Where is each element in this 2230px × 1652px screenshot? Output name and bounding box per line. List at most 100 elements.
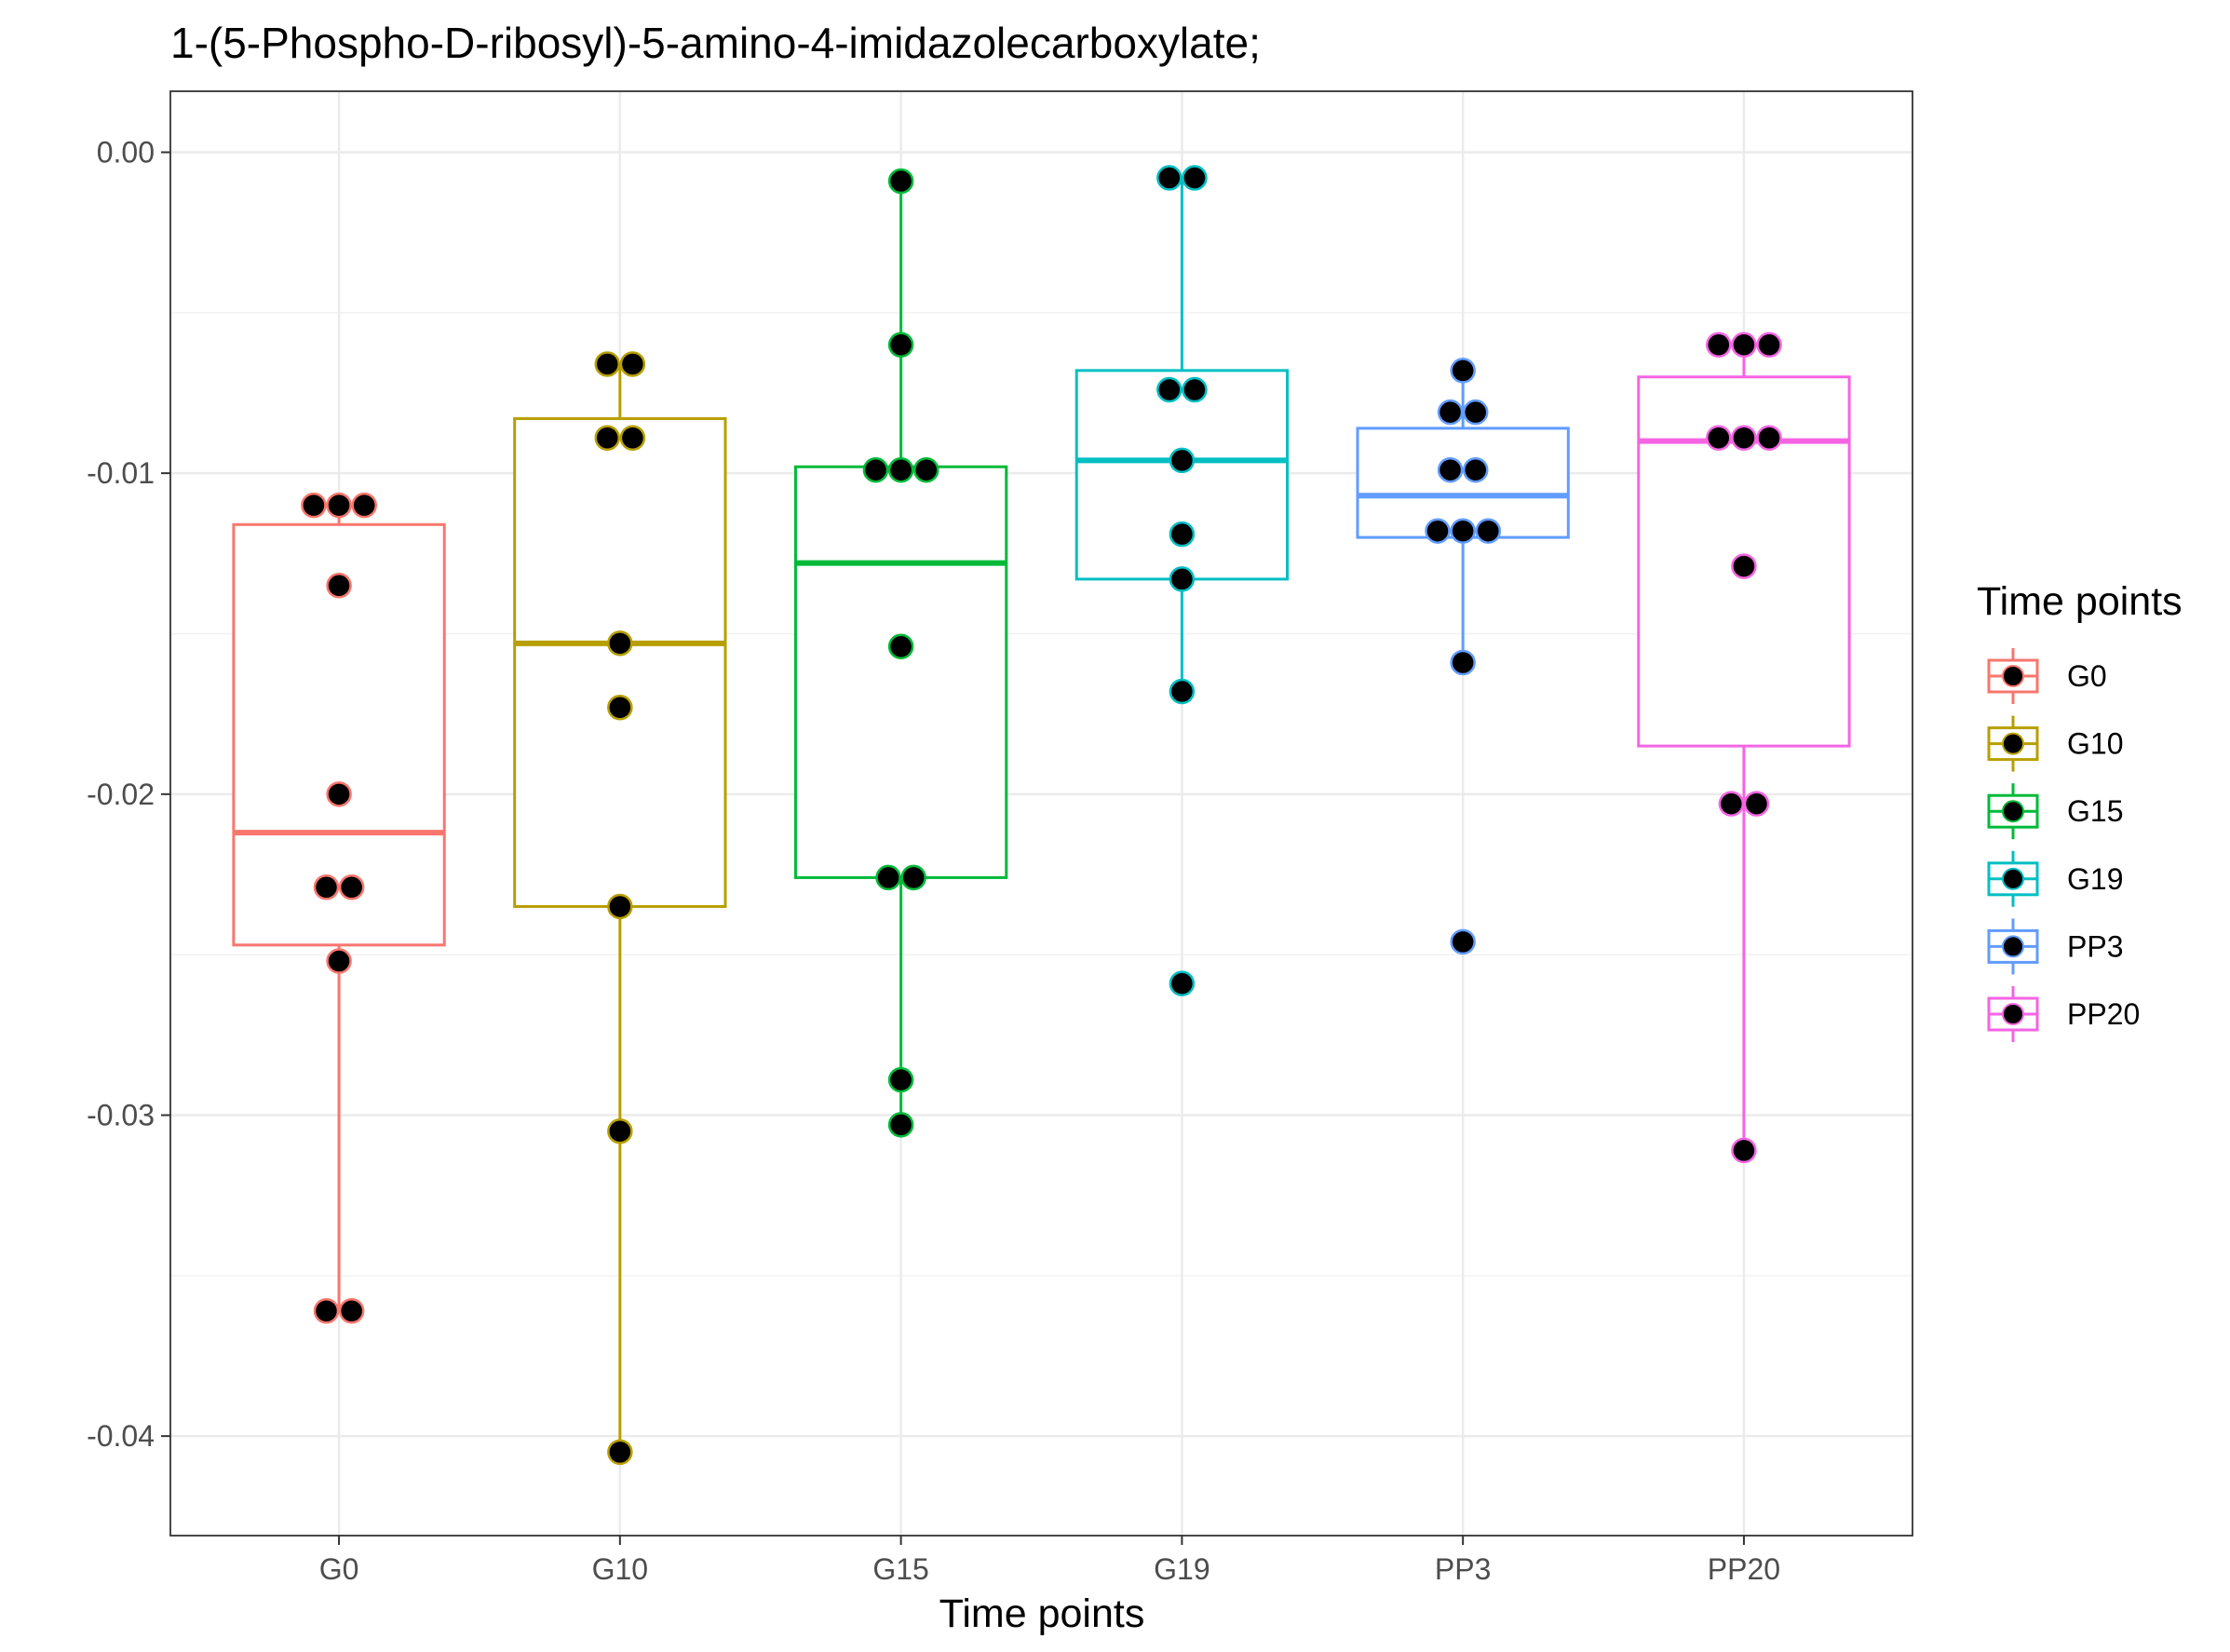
data-point: [1475, 518, 1502, 544]
data-point: [1156, 165, 1183, 191]
data-point: [607, 1117, 633, 1144]
data-point: [313, 1297, 340, 1324]
data-point: [1462, 399, 1489, 426]
box-iqr: [793, 465, 1008, 879]
legend-label: PP20: [2067, 997, 2140, 1031]
data-point: [1731, 425, 1757, 451]
legend-title: Time points: [1977, 579, 2183, 624]
data-point: [1731, 553, 1757, 579]
legend-key-g0: [1987, 648, 2039, 704]
axes: 0.00 -0.01 -0.02 -0.03 -0.04 G0 G10 G15 G19 PP3 PP…: [87, 135, 1780, 1586]
x-tick-label: PP20: [1708, 1552, 1780, 1586]
data-point: [1437, 456, 1464, 483]
legend-key-g10: [1987, 715, 2039, 772]
data-point: [338, 874, 365, 900]
data-point: [913, 456, 939, 483]
data-point: [607, 893, 633, 920]
x-tick-label: G0: [319, 1552, 359, 1586]
legend-point: [2002, 665, 2024, 687]
legend-point: [2002, 867, 2024, 890]
data-point: [326, 948, 352, 974]
legend-point: [2002, 800, 2024, 823]
data-point: [1462, 456, 1489, 483]
data-point: [1756, 332, 1782, 359]
data-point: [1450, 518, 1476, 544]
y-tick-label: 0.00: [97, 135, 155, 169]
data-point: [1169, 970, 1196, 996]
legend-label: G15: [2067, 794, 2123, 828]
data-point: [1743, 791, 1770, 817]
data-point: [1450, 649, 1476, 676]
legend-label: G0: [2067, 659, 2107, 693]
boxes: [232, 178, 1851, 1453]
legend-point: [2002, 732, 2024, 755]
data-point: [887, 633, 914, 660]
x-tick-label: G15: [872, 1552, 928, 1586]
data-point: [1706, 425, 1732, 451]
data-point: [1731, 332, 1757, 359]
data-point: [301, 492, 327, 519]
data-point: [887, 1112, 914, 1138]
y-tick-label: -0.04: [87, 1419, 155, 1453]
chart-title: 1-(5-Phospho-D-ribosyl)-5-amino-4-imidaz…: [170, 19, 1261, 67]
data-point: [1169, 521, 1196, 548]
data-point: [1182, 165, 1208, 191]
data-point: [607, 1439, 633, 1466]
data-point: [351, 492, 377, 519]
legend-label: G10: [2067, 727, 2123, 761]
data-point: [1756, 425, 1782, 451]
data-point: [1706, 332, 1732, 359]
data-point: [1156, 376, 1183, 403]
legend-label: G19: [2067, 862, 2123, 896]
data-point: [862, 456, 889, 483]
data-point: [1731, 1137, 1757, 1164]
data-point: [1169, 678, 1196, 705]
x-tick-label: G10: [592, 1552, 648, 1586]
data-point: [887, 332, 914, 359]
data-point: [1450, 928, 1476, 955]
data-point: [1718, 791, 1745, 817]
data-point: [900, 864, 926, 891]
data-point: [619, 351, 646, 377]
legend-label: PP3: [2067, 929, 2123, 963]
x-tick-label: PP3: [1435, 1552, 1491, 1586]
data-point: [1169, 447, 1196, 474]
data-point: [887, 456, 914, 483]
plot-panel-border: [169, 90, 1913, 1537]
y-tick-label: -0.03: [87, 1098, 155, 1131]
legend-key-pp3: [1987, 918, 2039, 975]
y-tick-label: -0.01: [87, 456, 155, 490]
data-point: [1425, 518, 1451, 544]
box-iqr: [513, 417, 727, 908]
box-g10: [513, 363, 727, 1453]
data-point: [607, 695, 633, 721]
x-tick-label: G19: [1154, 1552, 1210, 1586]
data-point: [1450, 358, 1476, 384]
data-point: [887, 1066, 914, 1093]
legend-point: [2002, 935, 2024, 958]
legend-key-g15: [1987, 783, 2039, 840]
data-point: [887, 168, 914, 195]
legend-key-pp20: [1987, 986, 2039, 1042]
data-point: [313, 874, 340, 900]
data-point: [326, 781, 352, 807]
data-point: [594, 425, 621, 451]
legend-key-g19: [1987, 850, 2039, 907]
data-point: [619, 425, 646, 451]
data-point: [1169, 566, 1196, 592]
box-iqr: [1074, 369, 1290, 581]
data-point: [594, 351, 621, 377]
y-tick-label: -0.02: [87, 778, 155, 811]
data-point: [338, 1297, 365, 1324]
data-point: [1182, 376, 1208, 403]
legend-point: [2002, 1003, 2024, 1025]
x-axis-title: Time points: [939, 1591, 1145, 1636]
points: [301, 165, 1782, 1466]
data-point: [875, 864, 901, 891]
data-point: [1437, 399, 1464, 426]
data-point: [607, 630, 633, 657]
legend: Time points G0 G10 G15 G19 PP3 PP20: [1977, 579, 2183, 1042]
data-point: [326, 573, 352, 599]
data-point: [326, 492, 352, 519]
